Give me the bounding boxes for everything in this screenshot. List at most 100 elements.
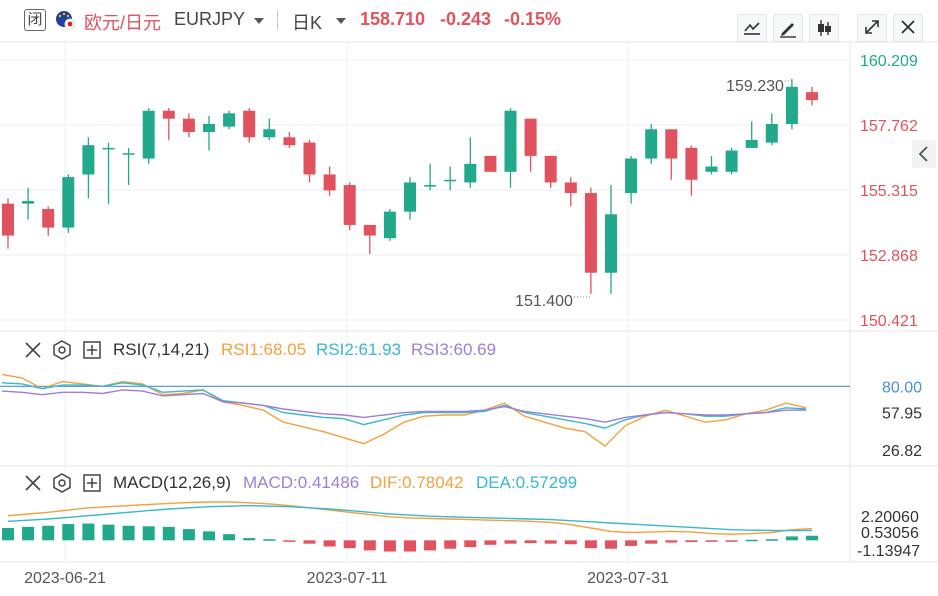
rsi-series-line-3	[1, 389, 806, 423]
macd-histogram-bar	[102, 524, 115, 541]
candle-body	[343, 185, 356, 225]
candle-body	[203, 123, 215, 132]
macd-tick-label: 0.53056	[861, 525, 919, 542]
candle-body	[182, 118, 195, 132]
rsi-title: RSI(7,14,21)	[113, 340, 210, 359]
macd-hide-icon[interactable]	[24, 474, 42, 492]
macd-histogram-bar	[203, 531, 215, 541]
rsi-tick-label: 57.95	[882, 406, 922, 423]
candle-body	[243, 110, 256, 138]
macd-histogram-bar	[283, 540, 296, 542]
draw-pen-icon[interactable]	[773, 14, 803, 42]
macd-histogram-bar	[162, 526, 175, 541]
candle-body	[785, 86, 798, 124]
price-change-pct: -0.15%	[504, 9, 562, 29]
macd-histogram-bar	[544, 540, 557, 544]
macd-histogram-bar	[343, 540, 356, 549]
candle-body	[806, 92, 818, 101]
candle-body	[162, 110, 175, 119]
price-tick-label: 152.868	[860, 248, 918, 265]
macd-add-icon[interactable]	[82, 473, 102, 493]
candle-type-icon[interactable]	[809, 14, 839, 42]
eu-flag-icon	[56, 11, 76, 30]
close-icon[interactable]	[893, 14, 923, 42]
macd-histogram-bar	[524, 540, 537, 544]
rsi-tick-label: 80.00	[882, 379, 922, 396]
macd-histogram-bar	[223, 534, 236, 541]
candle-body	[363, 224, 376, 236]
rsi2-value: RSI2:61.93	[316, 340, 402, 359]
last-price: 158.710	[360, 9, 426, 29]
macd-histogram-bar	[725, 540, 738, 542]
macd-histogram-bar	[424, 540, 437, 551]
candle-body	[765, 123, 778, 143]
candle-body	[564, 182, 577, 194]
macd-histogram-bar	[263, 539, 276, 541]
macd-histogram-bar	[323, 540, 336, 547]
macd-histogram-bar	[645, 540, 658, 544]
candle-body	[42, 208, 55, 228]
macd-histogram-bar	[765, 539, 778, 541]
date-tick-label: 2023-06-21	[24, 570, 106, 587]
candle-body	[122, 153, 135, 155]
line-style-icon[interactable]	[737, 14, 767, 42]
candle-body	[685, 147, 698, 180]
candle-body	[584, 193, 597, 273]
macd-tick-label: 2.20060	[861, 509, 919, 526]
macd-histogram-bar	[685, 540, 698, 542]
macd-settings-icon[interactable]	[52, 473, 72, 493]
candle-body	[223, 113, 236, 127]
macd-histogram-bar	[464, 540, 477, 548]
macd-histogram-bar	[504, 540, 517, 544]
macd-histogram-bar	[484, 540, 497, 545]
macd-histogram-bar	[665, 540, 678, 543]
macd-histogram-bar	[625, 540, 638, 546]
candle-body	[2, 203, 14, 236]
candle-body	[524, 118, 537, 156]
candle-body	[303, 142, 316, 175]
macd-histogram-bar	[605, 540, 617, 549]
candle-body	[404, 182, 416, 212]
rsi-hide-icon[interactable]	[24, 341, 42, 359]
candle-body	[745, 139, 758, 148]
price-tick-label: 150.421	[860, 313, 918, 330]
macd-histogram-bar	[303, 540, 316, 544]
pair-name[interactable]: 欧元/日元	[84, 13, 162, 33]
macd-histogram-bar	[22, 526, 35, 541]
candle-body	[323, 174, 336, 191]
symbol-dropdown-icon[interactable]	[254, 18, 264, 24]
macd-histogram-bar	[243, 538, 256, 541]
macd-histogram-bar	[745, 539, 758, 542]
price-tick-label: 155.315	[860, 183, 918, 200]
macd-dea-line	[7, 504, 813, 532]
rsi-series-line-1	[1, 373, 807, 448]
low-annotation: 151.400	[515, 293, 573, 310]
macd-histogram-bar	[564, 540, 577, 545]
macd-value: MACD:0.41486	[243, 473, 360, 492]
period-selector[interactable]: 日K	[292, 13, 323, 33]
candle-body	[62, 177, 75, 228]
macd-histogram-bar	[404, 540, 416, 552]
candle-body	[283, 137, 296, 146]
macd-histogram-bar	[383, 540, 396, 552]
macd-title: MACD(12,26,9)	[113, 473, 232, 492]
rsi-settings-icon[interactable]	[52, 340, 72, 360]
macd-histogram-bar	[444, 540, 457, 549]
chevron-left-icon[interactable]	[912, 140, 936, 168]
rsi-add-icon[interactable]	[82, 340, 102, 360]
candle-body	[645, 129, 658, 159]
candle-body	[22, 201, 35, 204]
symbol-code[interactable]: EURJPY	[174, 9, 246, 29]
macd-histogram-bar	[182, 529, 195, 541]
candle-body	[263, 129, 276, 138]
candle-body	[504, 110, 517, 172]
rsi3-value: RSI3:60.69	[411, 340, 497, 359]
price-tick-label: 160.209	[860, 53, 918, 70]
period-dropdown-icon[interactable]	[336, 18, 346, 24]
macd-histogram-bar	[363, 540, 376, 551]
macd-histogram-bar	[42, 525, 55, 541]
candle-body	[725, 150, 738, 172]
candle-body	[82, 145, 95, 175]
